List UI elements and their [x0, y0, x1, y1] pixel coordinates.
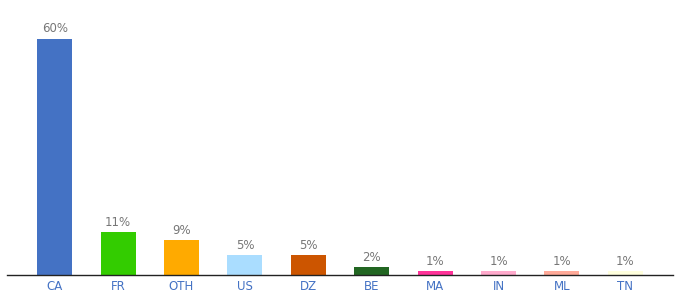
Bar [164, 240, 199, 275]
Text: 9%: 9% [172, 224, 191, 236]
Text: 2%: 2% [362, 251, 381, 264]
Text: 1%: 1% [553, 255, 571, 268]
Bar [101, 232, 135, 275]
Text: 1%: 1% [426, 255, 445, 268]
Text: 11%: 11% [105, 216, 131, 229]
Text: 60%: 60% [41, 22, 67, 35]
Bar [481, 271, 516, 275]
Bar [418, 271, 453, 275]
Bar [37, 38, 72, 275]
Bar [227, 256, 262, 275]
Text: 1%: 1% [616, 255, 634, 268]
Bar [545, 271, 579, 275]
Bar [354, 267, 389, 275]
Text: 5%: 5% [236, 239, 254, 252]
Text: 1%: 1% [489, 255, 508, 268]
Bar [608, 271, 643, 275]
Bar [291, 256, 326, 275]
Text: 5%: 5% [299, 239, 318, 252]
